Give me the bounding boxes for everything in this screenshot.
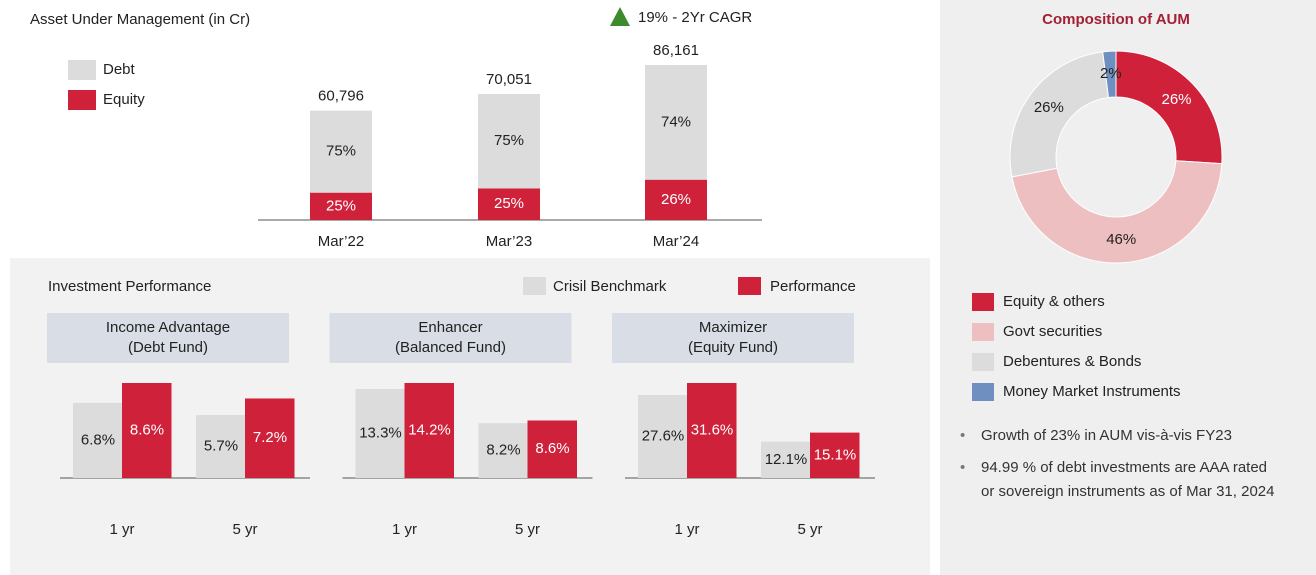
bar-segment [478, 188, 540, 220]
legend-label: Equity [103, 91, 145, 108]
panel-title: Enhancer [418, 319, 482, 336]
stacked-bar [645, 65, 707, 220]
panel-header [612, 313, 854, 363]
segment-label: 75% [326, 143, 356, 160]
legend-swatch [972, 293, 994, 311]
bar-segment [310, 192, 372, 220]
bar [527, 420, 577, 478]
segment-label: 75% [494, 132, 524, 149]
panel-header [329, 313, 572, 363]
bar-label: 6.8% [81, 431, 115, 448]
legend-label: Crisil Benchmark [553, 278, 667, 295]
panel-title: (Balanced Fund) [395, 339, 506, 356]
bar-segment [645, 179, 707, 220]
legend-swatch [68, 60, 96, 80]
stacked-bar [310, 110, 372, 220]
bar [404, 383, 454, 478]
legend-swatch [523, 277, 546, 295]
x-tick-label: 1 yr [392, 521, 417, 538]
bar-label: 8.2% [486, 442, 520, 459]
legend-label: Money Market Instruments [1003, 383, 1181, 400]
x-tick-label: 1 yr [674, 521, 699, 538]
bar [687, 383, 737, 478]
bar-label: 13.3% [359, 424, 402, 441]
segment-label: 25% [326, 197, 356, 214]
bar [478, 423, 528, 478]
panel-title: Maximizer [699, 319, 767, 336]
x-tick-label: 5 yr [515, 521, 540, 538]
bar-label: 7.2% [253, 429, 287, 446]
panel-title: (Equity Fund) [688, 339, 778, 356]
x-tick-label: 1 yr [109, 521, 134, 538]
slice-label: 2% [1100, 65, 1122, 82]
bar [245, 398, 295, 478]
panel-title: (Debt Fund) [128, 339, 208, 356]
performance-title: Investment Performance [48, 278, 211, 295]
legend-label: Performance [770, 278, 856, 295]
aum-title: Asset Under Management (in Cr) [30, 11, 250, 28]
legend-label: Debt [103, 61, 136, 78]
slice-label: 26% [1161, 91, 1191, 108]
x-tick-label: 5 yr [797, 521, 822, 538]
bar [638, 395, 688, 478]
bar [355, 389, 405, 478]
bar [196, 415, 246, 478]
total-label: 70,051 [486, 71, 532, 88]
bar [122, 383, 172, 478]
slice-label: 26% [1034, 99, 1064, 116]
donut-slice [1011, 160, 1223, 264]
panel-title: Income Advantage [106, 319, 230, 336]
bar-label: 12.1% [765, 451, 808, 468]
bar-segment [478, 93, 540, 189]
legend-label: Debentures & Bonds [1003, 353, 1141, 370]
segment-label: 25% [494, 195, 524, 212]
legend-swatch [68, 90, 96, 110]
panel-header [47, 313, 289, 363]
bar-label: 8.6% [535, 440, 569, 457]
bar-label: 14.2% [408, 421, 451, 438]
legend-swatch [738, 277, 761, 295]
legend-swatch [972, 353, 994, 371]
stacked-bar [478, 93, 540, 220]
legend-swatch [972, 383, 994, 401]
x-tick-label: Mar’24 [653, 233, 699, 250]
bar-label: 15.1% [814, 446, 857, 463]
bar-label: 8.6% [130, 421, 164, 438]
legend-label: Equity & others [1003, 293, 1105, 310]
donut-slice [1009, 51, 1110, 178]
bar [761, 441, 811, 478]
segment-label: 74% [661, 113, 691, 130]
bar-segment [310, 110, 372, 193]
bar [73, 402, 123, 478]
slice-label: 46% [1106, 231, 1136, 248]
x-tick-label: 5 yr [232, 521, 257, 538]
notes: Growth of 23% in AUM vis-à-vis FY23 94.99… [960, 424, 1280, 512]
segment-label: 26% [661, 191, 691, 208]
note: 94.99 % of debt investments are AAA rate… [960, 456, 1280, 504]
donut-slice [1102, 50, 1117, 99]
bar-label: 27.6% [642, 427, 685, 444]
bar-label: 31.6% [691, 421, 734, 438]
legend-label: Govt securities [1003, 323, 1102, 340]
total-label: 60,796 [318, 88, 364, 105]
x-tick-label: Mar’22 [318, 233, 364, 250]
composition-title: Composition of AUM [1042, 11, 1190, 28]
note: Growth of 23% in AUM vis-à-vis FY23 [960, 424, 1280, 448]
total-label: 86,161 [653, 42, 699, 59]
x-tick-label: Mar’23 [486, 233, 532, 250]
bar-segment [645, 65, 707, 180]
cagr-annotation: 19% - 2Yr CAGR [638, 9, 752, 26]
bar [810, 432, 860, 478]
donut-slice [1115, 50, 1223, 165]
cagr-arrow [610, 7, 630, 26]
bar-label: 5.7% [204, 437, 238, 454]
legend-swatch [972, 323, 994, 341]
